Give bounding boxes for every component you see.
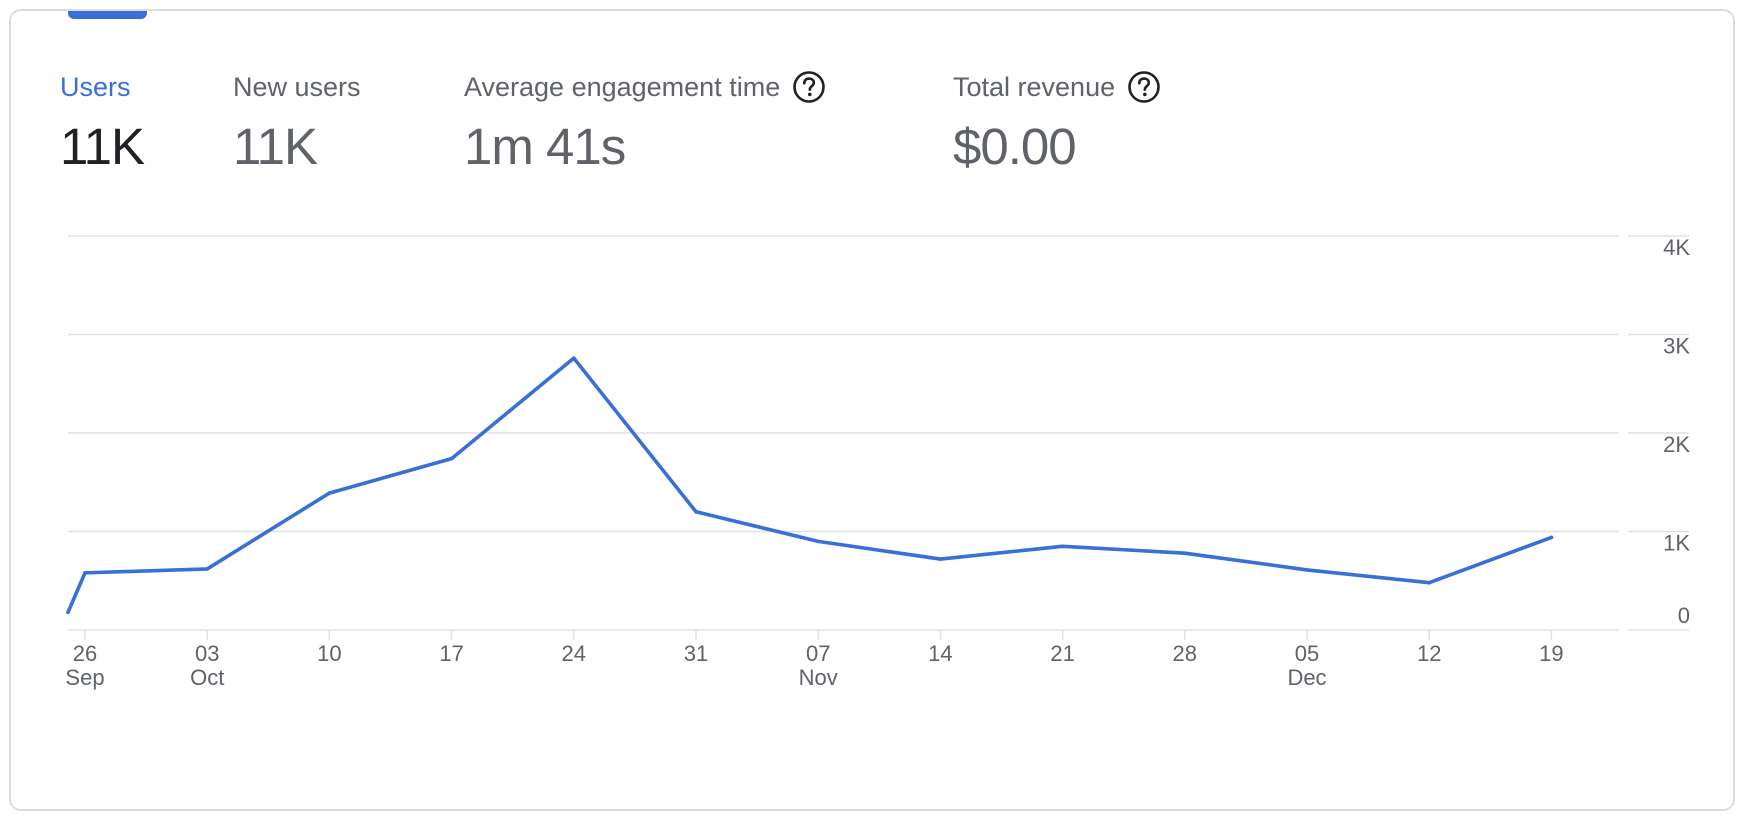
x-tick-label-day: 28 xyxy=(1173,641,1197,666)
metric-tab-average-engagement-time[interactable]: Average engagement time 1m 41s xyxy=(464,69,826,176)
users-overview-card: Users 11K New users 11K Average engageme… xyxy=(9,9,1735,811)
y-tick-label: 1K xyxy=(1663,531,1690,556)
x-tick-label-day: 14 xyxy=(928,641,952,666)
users-data-point xyxy=(449,456,454,461)
users-series-line xyxy=(66,356,1554,615)
metric-tab-new-users[interactable]: New users 11K xyxy=(233,69,361,176)
help-circle-icon[interactable] xyxy=(1127,70,1161,104)
metric-value-new-users: 11K xyxy=(233,118,318,175)
x-tick-label-month: Sep xyxy=(65,665,104,690)
chart-gridlines xyxy=(68,235,1689,631)
x-tick-label-day: 05 xyxy=(1295,641,1319,666)
y-tick-label: 2K xyxy=(1663,432,1690,457)
chart-series-layer xyxy=(66,356,1554,615)
x-tick-label-month: Dec xyxy=(1287,665,1326,690)
users-data-point xyxy=(572,356,576,360)
users-data-point xyxy=(205,567,209,571)
users-data-point xyxy=(1060,544,1065,549)
metric-label-average-engagement-time: Average engagement time xyxy=(464,71,781,102)
users-data-point xyxy=(816,539,820,544)
active-tab-indicator xyxy=(68,11,147,19)
users-data-point xyxy=(1427,580,1431,585)
metric-value-users: 11K xyxy=(60,118,145,175)
x-tick-label-day: 17 xyxy=(439,641,463,666)
x-tick-label-day: 03 xyxy=(195,641,219,666)
y-axis-labels: 0 1K 2K 3K 4K xyxy=(1663,235,1690,628)
x-tick-label-day: 24 xyxy=(562,641,586,666)
users-data-point xyxy=(66,610,70,615)
x-tick-label-day: 21 xyxy=(1050,641,1074,666)
metric-label-wrapper: Total revenue xyxy=(953,69,1161,105)
help-circle-icon[interactable] xyxy=(792,70,826,104)
metric-label-wrapper: Average engagement time xyxy=(464,69,826,105)
x-tick-label-day: 31 xyxy=(684,641,708,666)
metric-label-new-users: New users xyxy=(233,71,361,102)
users-data-point xyxy=(327,491,332,495)
x-tick-label-day: 10 xyxy=(317,641,341,666)
y-tick-label: 0 xyxy=(1678,603,1690,628)
metric-value-total-revenue: $0.00 xyxy=(953,118,1077,175)
metric-tab-total-revenue[interactable]: Total revenue $0.00 xyxy=(953,69,1161,176)
metric-label-users: Users xyxy=(60,71,131,102)
users-data-point xyxy=(1183,551,1187,555)
x-tick-label-month: Nov xyxy=(799,665,838,690)
users-data-point xyxy=(1549,535,1554,540)
metric-label-total-revenue: Total revenue xyxy=(953,71,1116,102)
x-tick-label-day: 07 xyxy=(806,641,830,666)
y-tick-label: 4K xyxy=(1663,235,1690,260)
users-data-point xyxy=(1305,568,1309,572)
metric-value-average-engagement-time: 1m 41s xyxy=(464,118,626,175)
metric-tab-users[interactable]: Users 11K xyxy=(60,69,145,176)
users-data-point xyxy=(938,557,943,561)
users-data-point xyxy=(83,571,87,575)
x-tick-label-day: 26 xyxy=(73,641,97,666)
users-data-point xyxy=(694,510,698,514)
x-tick-label-day: 19 xyxy=(1539,641,1563,666)
x-tick-label-month: Oct xyxy=(190,665,224,690)
x-tick-label-day: 12 xyxy=(1417,641,1441,666)
y-tick-label: 3K xyxy=(1663,334,1690,359)
